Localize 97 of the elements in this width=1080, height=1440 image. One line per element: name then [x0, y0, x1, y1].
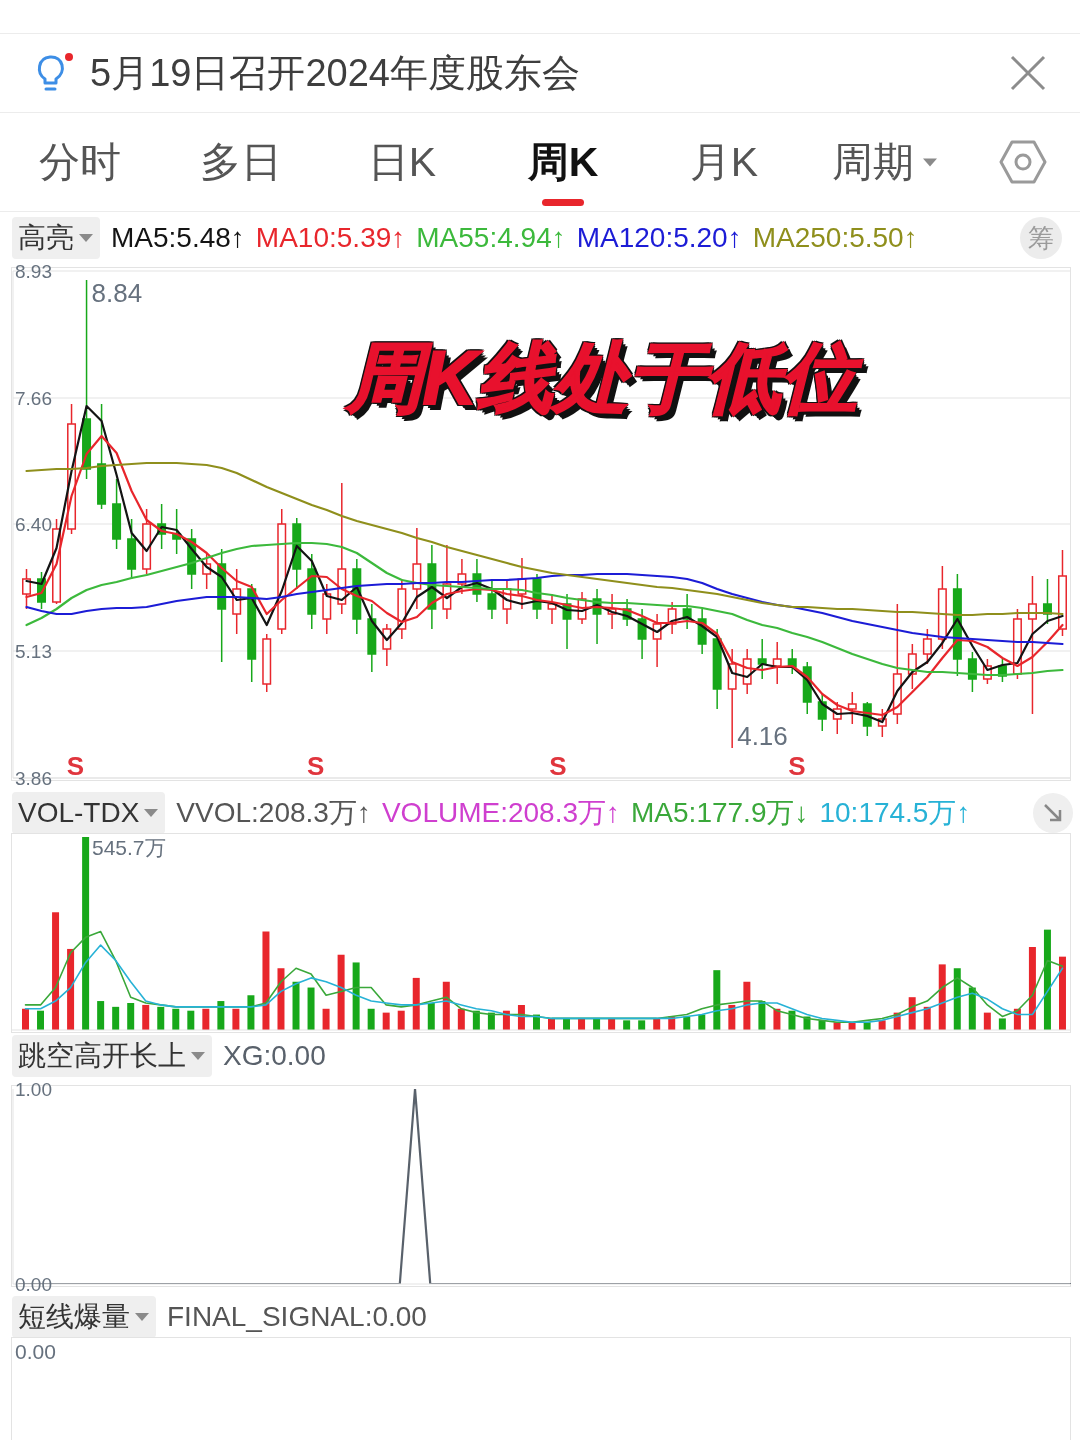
y-tick-label: 6.40: [15, 513, 52, 535]
annotation: S: [306, 751, 325, 781]
bar: [172, 1008, 180, 1030]
candlestick: [607, 593, 617, 630]
candlestick: [322, 583, 332, 635]
line-series: [25, 572, 1064, 646]
bar: [217, 1001, 225, 1030]
candlestick: [757, 638, 767, 680]
bar: [983, 1012, 991, 1030]
bar: [352, 962, 360, 1030]
candlestick: [232, 568, 242, 635]
y-tick-label: 1.00: [15, 1078, 52, 1100]
y-tick-label: 8.93: [15, 260, 52, 282]
bar: [427, 1002, 435, 1030]
text: MA5:177.9万↓: [631, 796, 809, 830]
bar: [938, 964, 946, 1030]
text: 周K线处于低位: [344, 334, 864, 422]
bar: [1058, 956, 1066, 1030]
candlestick: [652, 613, 662, 668]
text: 10:174.5万↑: [819, 796, 971, 830]
bar: [292, 981, 300, 1030]
text: VOLUME:208.3万↑: [381, 796, 621, 830]
text: 5月19日召开2024年度股东会: [90, 50, 580, 96]
bar: [397, 1010, 405, 1030]
candlestick: [412, 527, 422, 610]
bar: [127, 1002, 135, 1030]
bar: [97, 1001, 105, 1030]
candlestick: [337, 482, 347, 615]
candlestick: [577, 591, 587, 625]
text: VVOL:208.3万↑: [176, 796, 371, 830]
bar: [232, 1008, 240, 1030]
round-button: 筹: [1020, 217, 1062, 259]
candlestick: [442, 544, 452, 620]
text: MA250:5.50↑: [752, 221, 918, 255]
bar: [713, 970, 721, 1030]
bar: [202, 1008, 210, 1030]
bar: [262, 931, 270, 1030]
candlestick: [742, 648, 752, 695]
bar: [998, 1018, 1006, 1030]
annotation: S: [788, 751, 806, 781]
bar: [367, 1008, 375, 1030]
bar: [37, 1010, 45, 1030]
y-tick-label: 5.13: [15, 640, 52, 662]
annotation: 545.7万: [92, 836, 166, 860]
candlestick: [502, 578, 512, 625]
bar: [623, 1020, 631, 1030]
y-tick-label: 3.86: [15, 767, 52, 789]
text: FINAL_SIGNAL:0.00: [167, 1300, 427, 1334]
volume-dropdown: VOL-TDX: [12, 792, 166, 834]
chart-title: VOL-TDX: [18, 797, 140, 829]
text: 日K: [367, 137, 437, 187]
text: MA55:4.94↑: [416, 221, 566, 255]
bar: [157, 1006, 165, 1030]
bar: [277, 968, 285, 1030]
candlestick: [772, 641, 782, 685]
text: 分时: [39, 137, 121, 187]
bar: [743, 981, 751, 1030]
annotation: S: [66, 751, 85, 781]
bar: [322, 1008, 330, 1030]
bar: [638, 1020, 646, 1030]
indicator-dropdown: 短线爆量: [12, 1296, 156, 1338]
bar: [442, 981, 450, 1030]
bar: [382, 1012, 390, 1030]
bar: [67, 948, 75, 1030]
bar: [187, 1010, 195, 1030]
bar: [1043, 929, 1051, 1030]
y-tick-label: 7.66: [15, 387, 52, 409]
text: MA10:5.39↑: [255, 221, 406, 255]
signal-dropdown: 跳空高开长上: [12, 1035, 212, 1077]
bar: [82, 837, 90, 1030]
bar: [953, 968, 961, 1030]
highlight-dropdown: 高亮: [12, 217, 100, 259]
bar: [968, 987, 976, 1030]
bar: [337, 954, 345, 1030]
bar: [1028, 947, 1036, 1030]
bar: [307, 987, 315, 1030]
candlestick: [382, 623, 392, 667]
bar: [412, 977, 420, 1030]
bar: [112, 1006, 120, 1030]
text: 周K: [527, 137, 599, 187]
text: 周期: [832, 137, 914, 187]
chart-title: 跳空高开长上: [18, 1039, 186, 1073]
annotation: 4.16: [737, 721, 788, 751]
text: 多日: [200, 137, 282, 187]
candlestick: [637, 608, 647, 660]
bar: [457, 1008, 465, 1030]
candlestick: [367, 603, 377, 673]
bar: [52, 912, 60, 1030]
text: MA120:5.20↑: [576, 221, 742, 255]
text: 月K: [689, 137, 759, 187]
bar: [22, 1008, 29, 1030]
annotation: S: [549, 751, 567, 781]
bar: [142, 1004, 150, 1030]
text: XG:0.00: [223, 1039, 326, 1073]
annotation: 8.84: [91, 278, 143, 308]
text: MA5:5.48↑: [111, 221, 245, 255]
bar: [247, 995, 255, 1030]
